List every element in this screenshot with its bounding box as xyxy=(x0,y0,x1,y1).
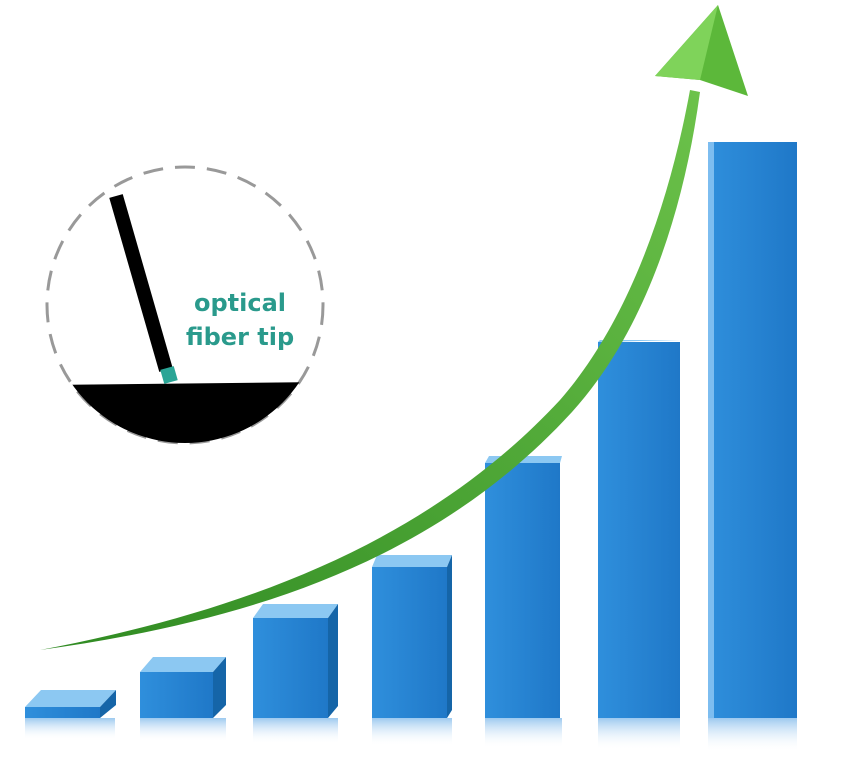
bar xyxy=(140,657,226,742)
bar xyxy=(372,555,452,746)
bar xyxy=(598,340,682,750)
bars xyxy=(25,142,797,752)
bar xyxy=(708,142,797,752)
bar xyxy=(25,690,116,740)
growth-arrow xyxy=(40,5,748,650)
callout-label: optical xyxy=(194,289,286,317)
callout-label: fiber tip xyxy=(186,323,294,351)
bar xyxy=(485,456,562,748)
bar xyxy=(253,604,338,744)
fiber-callout: optical fiber tip xyxy=(45,165,325,445)
